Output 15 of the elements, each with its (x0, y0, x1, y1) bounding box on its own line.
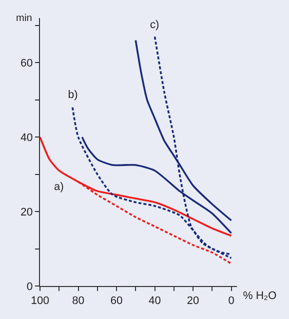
y-tick-label: 60 (20, 58, 33, 70)
annotation: a) (54, 181, 64, 193)
annotation: b) (68, 89, 78, 101)
x-axis-title: % H₂O (243, 290, 278, 302)
x-tick-label: 80 (72, 295, 84, 308)
y-tick-label: 0 (26, 280, 33, 293)
x-tick-label: 40 (148, 295, 161, 308)
y-tick-label: 20 (20, 206, 33, 218)
x-tick-label: 60 (110, 295, 123, 308)
y-axis-title: min (16, 13, 32, 24)
x-tick-label: 0 (228, 295, 234, 308)
x-tick-label: 100 (30, 295, 50, 308)
annotation: c) (150, 19, 160, 31)
y-tick-label: 40 (20, 132, 33, 144)
x-tick-label: 20 (186, 295, 200, 308)
